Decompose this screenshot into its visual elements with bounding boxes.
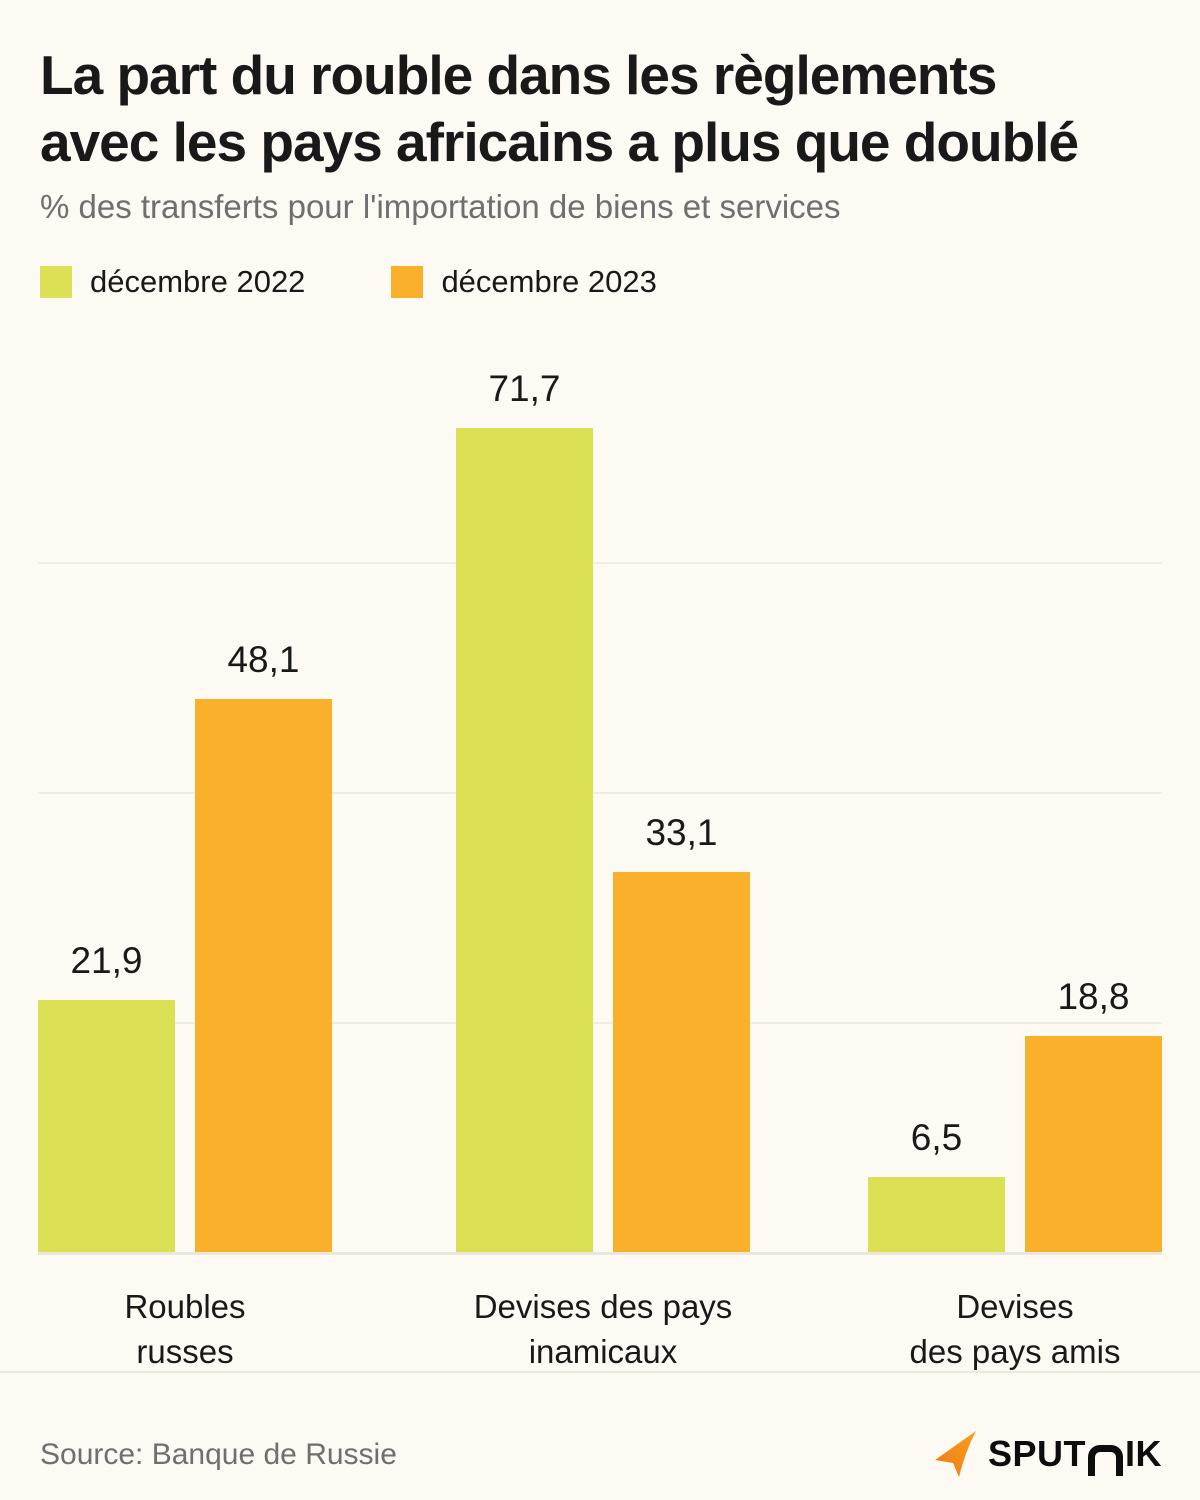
bar-décembre-2022-cat0 (38, 1000, 175, 1252)
bar-décembre-2023-cat0 (195, 699, 332, 1252)
sputnik-logo-n-glyph (1088, 1445, 1123, 1476)
bar-value-label: 18,8 (1057, 976, 1130, 1017)
page-title-line1: La part du rouble dans les règlements (40, 44, 997, 106)
chart-legend: décembre 2022 décembre 2023 (40, 264, 657, 300)
sputnik-logo-text-part2: IK (1125, 1433, 1162, 1474)
bar-value-label: 71,7 (488, 368, 561, 409)
source-text: Source: Banque de Russie (40, 1438, 397, 1471)
category-label-1: Devises des pays inamicaux (473, 1288, 733, 1370)
bar-décembre-2022-cat1 (456, 428, 593, 1252)
legend-item-dec-2022: décembre 2022 (40, 264, 305, 300)
sputnik-arrow-icon (934, 1431, 976, 1477)
sputnik-logo: SPUT IK (934, 1430, 1162, 1478)
legend-swatch-dec-2022 (40, 266, 72, 298)
bar-value-label: 6,5 (910, 1117, 963, 1158)
page-title-line2: avec les pays africains a plus que doubl… (40, 111, 1079, 173)
bar-value-label: 21,9 (70, 940, 143, 981)
sputnik-logo-text: SPUT IK (987, 1433, 1162, 1476)
legend-swatch-dec-2023 (391, 266, 424, 298)
gridline-20 (38, 1022, 1162, 1024)
x-axis-baseline (38, 1252, 1162, 1255)
legend-item-dec-2023: décembre 2023 (391, 264, 657, 300)
page-title: La part du rouble dans les règlements av… (40, 42, 1079, 176)
gridline-60 (38, 562, 1162, 564)
bar-value-label: 33,1 (645, 812, 718, 853)
bar-value-label: 48,1 (227, 639, 300, 680)
legend-label-dec-2023: décembre 2023 (441, 264, 657, 299)
bar-décembre-2023-cat2 (1025, 1036, 1162, 1252)
category-label-0: Roubles russes (124, 1288, 246, 1370)
footer-divider (0, 1371, 1200, 1373)
legend-label-dec-2022: décembre 2022 (90, 264, 306, 299)
category-label-2: Devises des pays amis (909, 1288, 1121, 1370)
gridline-40 (38, 792, 1162, 794)
bar-décembre-2023-cat1 (613, 872, 750, 1252)
sputnik-logo-text-part1: SPUT (987, 1433, 1086, 1474)
page-subtitle: % des transferts pour l'importation de b… (40, 188, 841, 225)
bar-décembre-2022-cat2 (868, 1177, 1005, 1252)
